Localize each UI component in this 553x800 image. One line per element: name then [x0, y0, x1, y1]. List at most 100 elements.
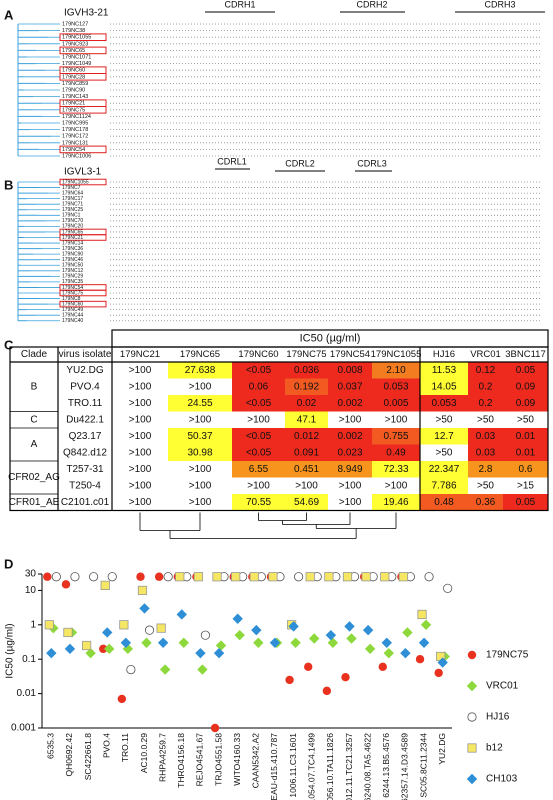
- point: [70, 572, 80, 582]
- point: [342, 572, 353, 582]
- table-cell: [232, 411, 285, 428]
- sequence-name: 179NC1124: [62, 114, 91, 120]
- point: [234, 629, 245, 641]
- sequence-name: 179NC71: [62, 202, 83, 208]
- cell-value: >100: [129, 381, 152, 392]
- table-cell: [232, 461, 285, 478]
- table-cell: [503, 494, 548, 511]
- highlight-box: [59, 46, 107, 55]
- cell-value: >100: [129, 365, 152, 376]
- sequence-name: 179NC131: [62, 140, 88, 146]
- point: [417, 609, 427, 620]
- gene-label: IGVH3-21: [64, 8, 109, 19]
- table-cell: [232, 362, 285, 379]
- sequence-name: 179NC54: [62, 147, 85, 153]
- cdr-label: CDRH1: [224, 0, 255, 9]
- cell-value: 0.2: [479, 381, 493, 392]
- point: [139, 603, 150, 614]
- legend-marker: [467, 650, 477, 660]
- cell-value: 30.98: [187, 447, 212, 458]
- table-cell: [372, 477, 420, 494]
- sequence-name: 179NC60: [62, 301, 83, 307]
- table-cell: [285, 411, 328, 428]
- cell-value: >50: [517, 414, 534, 425]
- highlight-box: [59, 178, 107, 186]
- sequence-name: 179NC172: [62, 134, 88, 140]
- point: [285, 675, 294, 685]
- sequence-name: 179NC25: [62, 207, 83, 213]
- point: [346, 633, 357, 644]
- table-cell: [468, 428, 503, 445]
- cell-value: >50: [477, 414, 494, 425]
- point: [322, 686, 332, 696]
- point: [195, 647, 206, 659]
- table-cell: [328, 477, 372, 494]
- virus-isolate: TRO.11: [68, 398, 103, 409]
- table-cell: [328, 444, 372, 461]
- cell-value: <0.05: [246, 431, 272, 442]
- table-cell: [468, 362, 503, 379]
- legend-marker: [466, 680, 478, 692]
- table-cell: [328, 362, 372, 379]
- cell-value: 11.53: [432, 365, 457, 376]
- cell-value: >100: [339, 480, 362, 491]
- point: [443, 583, 453, 593]
- cell-value: 0.192: [294, 381, 319, 392]
- table-cell: [168, 411, 232, 428]
- point: [193, 572, 204, 582]
- table-cell: [285, 461, 328, 478]
- point: [156, 623, 166, 633]
- clade: C: [30, 414, 37, 425]
- table-cell: [468, 411, 503, 428]
- clade: CFR01_AE: [9, 497, 60, 508]
- cell-value: >100: [129, 398, 152, 409]
- table-cell: [285, 494, 328, 511]
- sequence-name: 179NC54: [62, 285, 83, 291]
- highlight-box: [59, 33, 107, 42]
- sequence-name: 179NC178: [62, 127, 88, 133]
- column-header: 179NC54: [330, 349, 370, 360]
- point: [424, 572, 434, 582]
- point: [159, 664, 171, 675]
- cell-value: 0.036: [294, 365, 319, 376]
- table-cell: [420, 428, 468, 445]
- table-cell: [285, 477, 328, 494]
- table-cell: [112, 477, 168, 494]
- point: [210, 723, 220, 733]
- y-tick-label: 30: [25, 569, 37, 580]
- table-cell: [112, 444, 168, 461]
- cell-value: 0.002: [337, 398, 362, 409]
- table-cell: [285, 362, 328, 379]
- cell-value: 0.09: [516, 381, 536, 392]
- table-cell: [468, 444, 503, 461]
- point: [380, 572, 390, 582]
- table-cell: [420, 411, 468, 428]
- cell-value: 72.33: [383, 464, 408, 475]
- point: [85, 647, 96, 659]
- point: [305, 572, 315, 582]
- y-tick-label: 0.1: [22, 654, 36, 665]
- x-tick-label: TRJO4551.58: [213, 733, 223, 786]
- sequence-name: 179NC21: [62, 101, 85, 107]
- table-cell: [168, 428, 232, 445]
- point: [157, 637, 169, 648]
- sequence-name: 179NC28: [62, 74, 85, 80]
- cell-value: 0.005: [383, 398, 408, 409]
- table-cell: [328, 378, 372, 395]
- sequence-name: 179NC36: [62, 246, 83, 252]
- table-cell: [420, 461, 468, 478]
- point: [251, 624, 262, 636]
- sequence-name: 179NC127: [62, 21, 88, 27]
- table-cell: [468, 461, 503, 478]
- cell-value: 0.36: [476, 497, 496, 508]
- table-cell: [372, 411, 420, 428]
- cell-value: 0.48: [434, 497, 454, 508]
- sequence-name: 179NC1055: [62, 35, 91, 41]
- sequence-name: 179NC1049: [62, 61, 91, 67]
- cdr-label: CDRL1: [217, 156, 247, 166]
- table-title: IC50 (µg/ml): [300, 332, 361, 344]
- point: [327, 637, 339, 648]
- y-tick-label: 0.001: [11, 723, 36, 734]
- point: [178, 637, 189, 648]
- x-tick-label: 1056.10.TA11.1826: [325, 733, 335, 800]
